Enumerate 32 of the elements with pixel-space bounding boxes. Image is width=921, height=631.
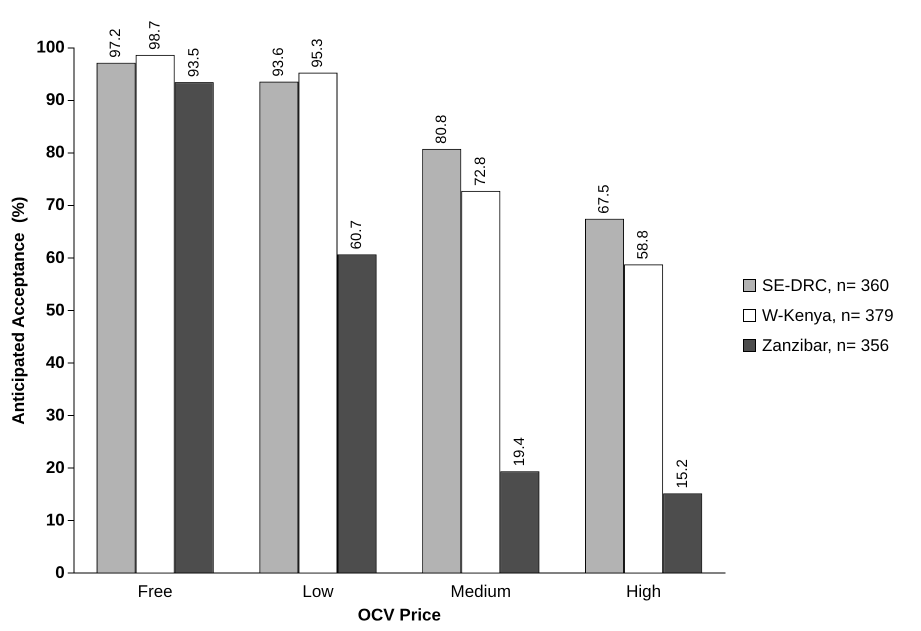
y-tick-label: 30 [46, 405, 65, 424]
data-label: 67.5 [596, 184, 613, 214]
y-tick-label: 40 [46, 352, 65, 372]
data-label: 19.4 [511, 437, 528, 466]
x-tick-label: Low [302, 582, 334, 602]
y-axis-title: Anticipated Acceptance (%) [8, 196, 28, 425]
data-label: 80.8 [432, 114, 450, 144]
legend-label: SE-DRC, n= 360 [762, 276, 890, 296]
x-axis-title: OCV Price [358, 605, 441, 624]
data-label: 15.2 [674, 459, 691, 488]
data-label: 93.5 [185, 48, 202, 78]
y-tick-label: 10 [46, 510, 65, 530]
text: W-Kenya, n= 379 [762, 306, 894, 326]
data-label: 72.8 [472, 156, 489, 186]
y-tick-label: 80 [46, 142, 65, 162]
data-label: 98.7 [146, 20, 164, 50]
x-tick-label: High [626, 582, 662, 602]
data-label: 93.6 [270, 47, 288, 77]
data-label: 95.3 [309, 38, 326, 68]
y-tick-label: 50 [46, 300, 65, 320]
data-label: 97.2 [107, 28, 124, 58]
data-label: 58.8 [634, 230, 652, 260]
legend-label: Zanzibar, n= 356 [762, 336, 890, 356]
y-tick-label: 60 [46, 248, 65, 267]
x-tick-label: Medium [450, 582, 512, 602]
y-tick-label: 100 [36, 38, 65, 57]
data-label: 60.7 [348, 220, 366, 250]
y-tick-label: 0 [55, 562, 65, 582]
x-tick-label: Free [138, 582, 173, 602]
y-tick-label: 70 [46, 195, 65, 214]
y-tick-label: 20 [46, 458, 65, 477]
y-tick-label: 90 [46, 90, 65, 110]
